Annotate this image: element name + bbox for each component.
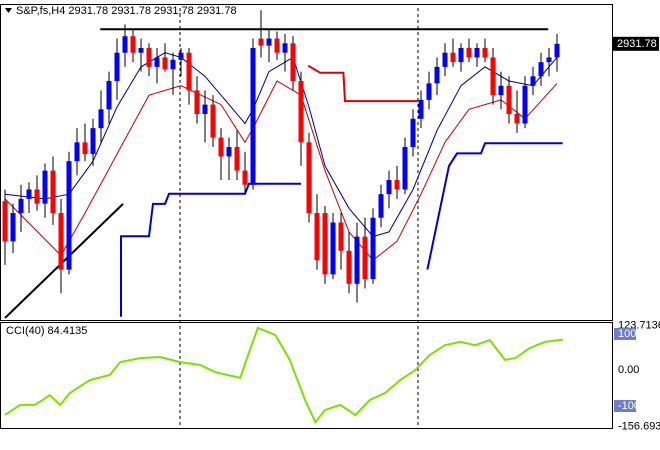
indicator-line	[4, 326, 564, 425]
candle-body	[402, 147, 408, 190]
candle-body	[546, 57, 552, 63]
candle-body	[106, 81, 112, 110]
candle-body	[194, 90, 200, 115]
candle-body	[530, 76, 536, 86]
candle-body	[186, 52, 192, 91]
candle-body	[370, 217, 376, 280]
candle-body	[450, 52, 456, 63]
level-line	[120, 182, 301, 317]
candle-body	[394, 180, 400, 190]
candle-body	[218, 137, 224, 157]
candle-body	[490, 57, 496, 96]
candle-body	[410, 118, 416, 148]
candle-body	[242, 170, 248, 185]
candle-body	[226, 147, 232, 157]
candle-body	[66, 161, 72, 270]
indicator-title: CCI(40) 84.4135	[6, 325, 87, 337]
level-label-box	[614, 327, 636, 340]
candle-body	[74, 142, 80, 162]
candle-body	[338, 222, 344, 251]
indicator-frame	[0, 322, 613, 429]
candle-body	[170, 59, 176, 70]
candle-body	[210, 104, 216, 138]
candle-body	[330, 222, 336, 275]
candle-body	[282, 43, 288, 53]
level-line	[307, 64, 418, 103]
candle-body	[122, 36, 128, 53]
candle-body	[114, 52, 120, 82]
level-line	[426, 142, 563, 270]
candle-body	[426, 83, 432, 100]
candle-body	[290, 43, 296, 82]
candle-body	[514, 114, 520, 124]
candle-body	[378, 194, 384, 218]
candle-body	[466, 48, 472, 58]
candle-body	[50, 170, 56, 214]
candle-body	[386, 180, 392, 195]
candle-body	[474, 48, 480, 58]
candle-body	[482, 48, 488, 58]
y-tick-label: 100	[618, 328, 636, 340]
candle-body	[322, 213, 328, 275]
candle-body	[130, 36, 136, 53]
candle-body	[10, 213, 16, 242]
candle-body	[434, 66, 440, 84]
candle-body	[538, 62, 544, 77]
candle-body	[346, 250, 352, 284]
main-frame	[0, 4, 613, 321]
level-label-box	[614, 400, 636, 413]
candle-body	[154, 57, 160, 67]
candle-body	[458, 48, 464, 63]
candle-body	[498, 85, 504, 96]
candle-body	[98, 109, 104, 129]
candle-body	[82, 142, 88, 155]
candle-body	[442, 52, 448, 67]
candle-body	[26, 189, 32, 199]
candle-body	[146, 48, 152, 67]
candle-body	[18, 198, 24, 214]
candle-body	[138, 48, 144, 53]
candle-body	[274, 38, 280, 53]
candle-body	[522, 85, 528, 124]
candle-body	[314, 213, 320, 261]
y-tick-label: -100	[618, 400, 640, 412]
candle-body	[354, 236, 360, 284]
last-price-box	[613, 36, 659, 51]
candle-body	[202, 104, 208, 115]
chart-title: S&P,fs,H4 2931.78 2931.78 2931.78 2931.7…	[16, 5, 237, 17]
y-tick-label: -156.6932	[618, 420, 660, 432]
candle-body	[362, 236, 368, 280]
candle-body	[298, 81, 304, 143]
candle-body	[234, 147, 240, 171]
candle-body	[554, 43, 560, 58]
plot	[2, 10, 564, 425]
candle-body	[178, 52, 184, 60]
candle-body	[266, 38, 272, 46]
candle-body	[58, 213, 64, 270]
y-tick-label: 0.00	[618, 364, 639, 376]
candle-body	[34, 189, 40, 204]
candle-body	[90, 128, 96, 155]
candle-body	[306, 142, 312, 214]
indicator-line	[4, 52, 558, 238]
candle-body	[418, 99, 424, 119]
candle-body	[162, 57, 168, 70]
candle-body	[42, 170, 48, 204]
candle-body	[250, 48, 256, 185]
menu-triangle[interactable]	[5, 8, 12, 13]
candle-body	[506, 85, 512, 115]
level-line	[4, 203, 124, 319]
candle-body	[258, 38, 264, 46]
candle-body	[2, 201, 8, 242]
last-price-label: 2931.78	[617, 38, 657, 50]
